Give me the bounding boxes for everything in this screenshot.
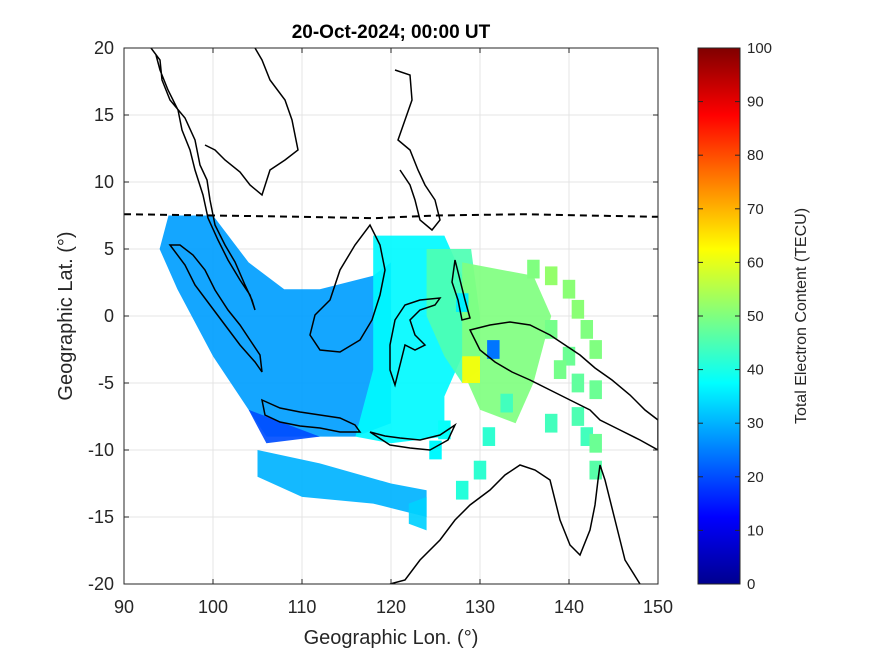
tec-cell bbox=[500, 393, 513, 413]
x-tick-label: 130 bbox=[465, 597, 495, 617]
tec-cell bbox=[562, 279, 576, 299]
tec-cell bbox=[571, 299, 585, 319]
colorbar-tick-label: 100 bbox=[747, 40, 772, 57]
coastline-java bbox=[260, 398, 362, 433]
y-tick-label: 20 bbox=[94, 38, 114, 58]
x-axis-label: Geographic Lon. (°) bbox=[304, 627, 479, 649]
colorbar-tick-label: 40 bbox=[747, 362, 764, 379]
y-tick-label: 0 bbox=[104, 306, 114, 326]
chart-title: 20-Oct-2024; 00:00 UT bbox=[292, 22, 491, 43]
coastline-indochina bbox=[204, 48, 299, 197]
y-tick-label: -10 bbox=[88, 440, 114, 460]
y-tick-label: -20 bbox=[88, 574, 114, 594]
colorbar-label: Total Electron Content (TECU) bbox=[793, 208, 810, 424]
x-tick-label: 100 bbox=[198, 597, 228, 617]
y-tick-label: 10 bbox=[94, 172, 114, 192]
tec-cell bbox=[487, 340, 500, 359]
tec-region bbox=[248, 409, 320, 444]
magnetic-equator-line bbox=[123, 213, 659, 220]
coastline-halmahera bbox=[451, 259, 471, 321]
x-axis-ticks: 90 100 110 120 130 140 150 bbox=[114, 48, 673, 617]
tec-cell bbox=[589, 340, 602, 359]
colorbar-tick-label: 90 bbox=[747, 94, 764, 111]
x-tick-label: 90 bbox=[114, 597, 134, 617]
coastline-philippines bbox=[394, 69, 441, 232]
tec-cell bbox=[544, 266, 558, 286]
x-tick-label: 110 bbox=[288, 597, 317, 617]
coastline-sulawesi bbox=[389, 297, 442, 388]
coastline-sumatra bbox=[168, 244, 263, 373]
colorbar-tick-label: 0 bbox=[747, 576, 755, 593]
tec-region bbox=[408, 496, 427, 531]
x-tick-label: 150 bbox=[643, 597, 673, 617]
colorbar-tick-label: 70 bbox=[747, 201, 764, 218]
tec-cell bbox=[553, 360, 567, 379]
tec-region bbox=[159, 215, 391, 437]
tec-cell bbox=[455, 480, 469, 500]
coastline-borneo bbox=[309, 223, 386, 353]
colorbar-tick-label: 80 bbox=[747, 147, 764, 164]
y-tick-label: 15 bbox=[94, 105, 114, 125]
colorbar-tick-label: 10 bbox=[747, 522, 764, 539]
tec-cell bbox=[473, 460, 487, 480]
coastline-lesser-sunda bbox=[369, 422, 457, 451]
tec-region bbox=[257, 450, 427, 517]
coastline-australia bbox=[389, 464, 641, 584]
tec-cell bbox=[544, 413, 558, 433]
colorbar-tick-label: 30 bbox=[747, 415, 764, 432]
x-tick-label: 140 bbox=[554, 597, 584, 617]
tec-cell bbox=[482, 427, 496, 446]
y-tick-label: -5 bbox=[98, 373, 114, 393]
coastlines bbox=[150, 48, 658, 584]
magnetic-equator bbox=[123, 213, 659, 220]
tec-cell bbox=[589, 433, 602, 453]
colorbar bbox=[697, 47, 741, 585]
x-tick-label: 120 bbox=[376, 597, 406, 617]
colorbar-tick-label: 50 bbox=[747, 308, 764, 325]
tec-region bbox=[462, 262, 552, 424]
tec-cell bbox=[571, 373, 585, 393]
colorbar-tick-label: 60 bbox=[747, 254, 764, 271]
tec-cell bbox=[589, 380, 602, 400]
tec-cell bbox=[580, 320, 594, 339]
y-axis-ticks: 20 15 10 5 0 -5 -10 -15 -20 bbox=[88, 38, 658, 594]
coastline-new-guinea bbox=[468, 321, 658, 451]
y-tick-label: 5 bbox=[104, 239, 114, 259]
coastline-malay-peninsula bbox=[150, 48, 256, 311]
tec-cell bbox=[571, 407, 585, 426]
y-axis-label: Geographic Lat. (°) bbox=[55, 231, 77, 400]
tec-cell bbox=[527, 259, 540, 279]
tec-region bbox=[462, 356, 480, 383]
y-tick-label: -15 bbox=[88, 507, 114, 527]
colorbar-tick-label: 20 bbox=[747, 469, 764, 486]
